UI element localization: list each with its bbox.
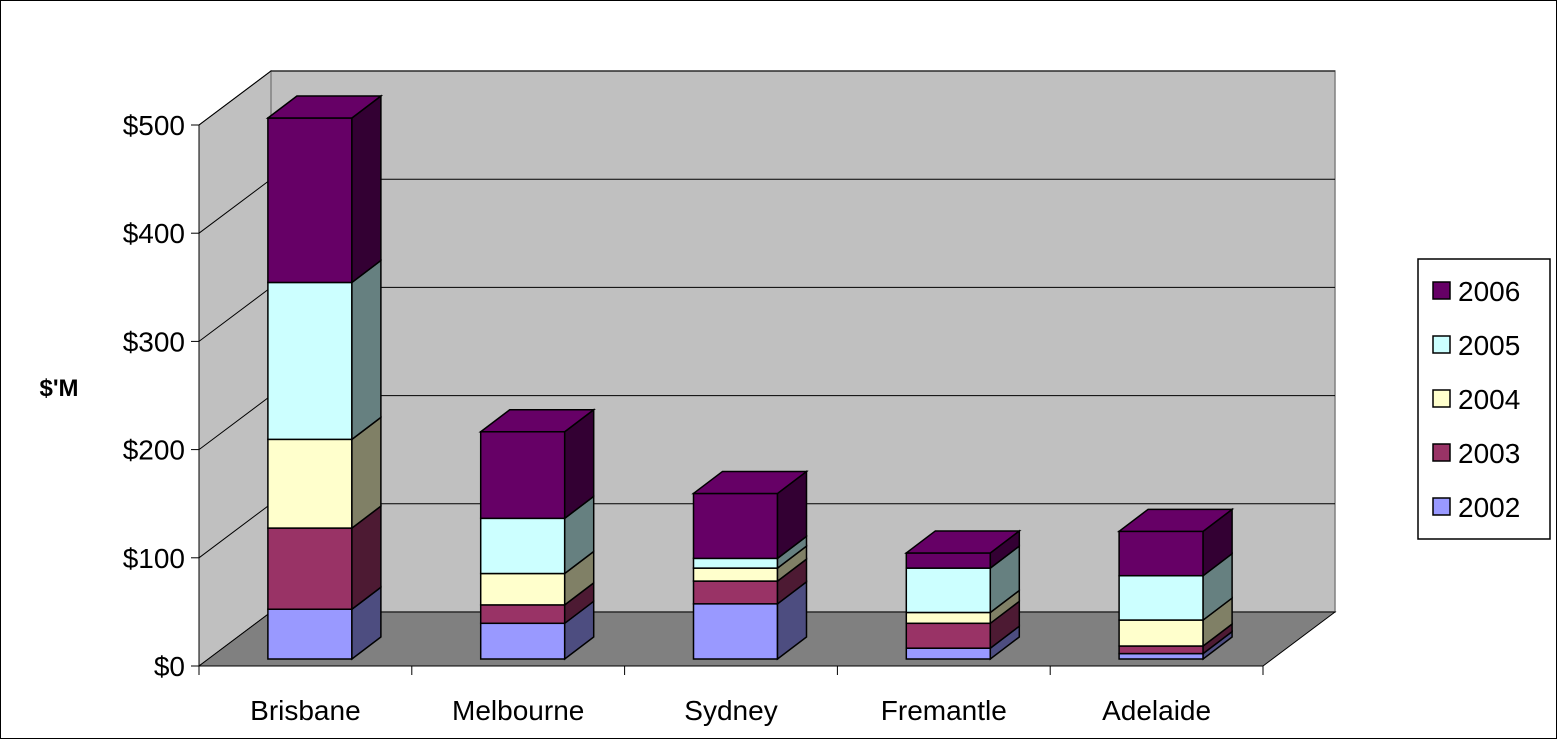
legend-swatch-2003 bbox=[1432, 443, 1451, 462]
bar-melbourne-2006 bbox=[479, 431, 566, 520]
bar-adelaide-2004 bbox=[1118, 619, 1204, 647]
y-tick-label: $200 bbox=[123, 435, 185, 466]
bar-top-sydney bbox=[691, 470, 809, 495]
bar-side-brisbane-2005 bbox=[351, 258, 382, 441]
bar-adelaide-2006 bbox=[1118, 530, 1204, 577]
bar-top-fremantle bbox=[904, 530, 1022, 554]
bar-sydney-2003 bbox=[692, 580, 779, 605]
legend: 2006 2005 2004 2003 2002 bbox=[1417, 258, 1551, 540]
bar-adelaide-2003 bbox=[1118, 645, 1204, 655]
y-tick-label: $0 bbox=[154, 651, 185, 682]
bar-adelaide-2005 bbox=[1118, 574, 1204, 621]
legend-label-2004: 2004 bbox=[1458, 384, 1520, 415]
x-tick-label-sydney: Sydney bbox=[684, 695, 777, 726]
bar-adelaide-2002 bbox=[1118, 652, 1204, 660]
bar-top-melbourne bbox=[478, 409, 596, 433]
bars bbox=[265, 94, 1235, 661]
bar-stack-sydney bbox=[691, 469, 809, 661]
legend-swatch-2002 bbox=[1432, 497, 1451, 516]
bar-stack-fremantle bbox=[904, 529, 1022, 661]
side-wall bbox=[198, 70, 272, 667]
bar-sydney-2006 bbox=[692, 492, 779, 560]
gridline bbox=[198, 70, 1335, 126]
x-tick-label-melbourne: Melbourne bbox=[452, 695, 584, 726]
legend-label-2002: 2002 bbox=[1458, 492, 1520, 523]
bar-top-brisbane bbox=[265, 95, 384, 119]
y-tick-label: $300 bbox=[123, 326, 185, 357]
legend-swatch-2004 bbox=[1432, 389, 1451, 408]
y-axis: $0 $100 $200 $300 $400 $500 bbox=[123, 110, 199, 682]
bar-stack-brisbane bbox=[265, 94, 384, 661]
bar-melbourne-2005 bbox=[479, 517, 566, 575]
y-tick-label: $500 bbox=[123, 110, 185, 141]
legend-label-2006: 2006 bbox=[1458, 276, 1520, 307]
bar-melbourne-2004 bbox=[479, 572, 566, 606]
bar-fremantle-2003 bbox=[905, 622, 992, 649]
bar-brisbane-2002 bbox=[267, 608, 353, 660]
x-axis: Brisbane Melbourne Sydney Fremantle Adelaide bbox=[198, 666, 1264, 726]
y-tick-label: $400 bbox=[123, 218, 185, 249]
x-tick-label-adelaide: Adelaide bbox=[1102, 695, 1211, 726]
bar-melbourne-2002 bbox=[479, 622, 566, 660]
legend-swatch-2006 bbox=[1432, 281, 1451, 300]
bar-top-adelaide bbox=[1116, 508, 1235, 533]
x-tick-label-fremantle: Fremantle bbox=[881, 695, 1007, 726]
bar-fremantle-2004 bbox=[905, 611, 992, 625]
legend-swatch-2005 bbox=[1432, 335, 1451, 354]
bar-sydney-2002 bbox=[692, 603, 779, 660]
legend-label-2005: 2005 bbox=[1458, 330, 1520, 361]
bar-brisbane-2006 bbox=[267, 117, 353, 284]
bar-fremantle-2006 bbox=[905, 552, 992, 569]
bar-sydney-2005 bbox=[692, 557, 779, 569]
bar-fremantle-2005 bbox=[905, 567, 992, 614]
y-axis-title: $'M bbox=[39, 375, 78, 402]
x-tick-label-brisbane: Brisbane bbox=[250, 695, 361, 726]
bar-stack-melbourne bbox=[478, 408, 596, 661]
bar-side-brisbane-2006 bbox=[351, 94, 382, 284]
bar-melbourne-2003 bbox=[479, 604, 566, 625]
bar-sydney-2004 bbox=[692, 567, 779, 582]
bar-stack-adelaide bbox=[1116, 507, 1235, 661]
y-tick-label: $100 bbox=[123, 543, 185, 574]
bar-fremantle-2002 bbox=[905, 647, 992, 660]
legend-label-2003: 2003 bbox=[1458, 438, 1520, 469]
bar-brisbane-2003 bbox=[267, 527, 353, 610]
bar-brisbane-2005 bbox=[267, 281, 353, 441]
bar-brisbane-2004 bbox=[267, 438, 353, 529]
